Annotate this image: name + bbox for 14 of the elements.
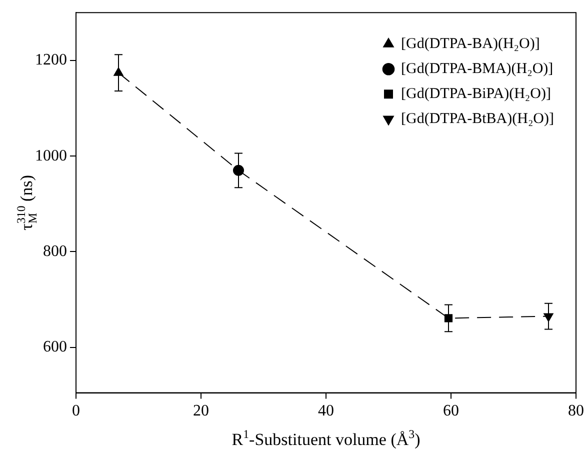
y-tick-label: 1000	[35, 147, 67, 164]
x-tick-label: 80	[568, 402, 584, 420]
x-tick-label: 0	[72, 402, 80, 420]
legend-label: [Gd(DTPA-BMA)(H₂O)]	[401, 61, 554, 78]
x-tick-label: 40	[318, 402, 334, 420]
y-tick-label: 1200	[35, 52, 67, 69]
legend-label: [Gd(DTPA-BiPA)(H₂O)]	[401, 86, 551, 102]
y-tick-label: 600	[43, 338, 67, 356]
legend-label: [Gd(DTPA-BA)(H₂O)]	[401, 36, 540, 52]
x-tick-label: 60	[443, 402, 459, 420]
legend-label: [Gd(DTPA-BtBA)(H₂O)]	[401, 111, 554, 128]
y-tick-label: 800	[43, 242, 67, 260]
x-tick-label: 20	[193, 402, 209, 420]
y-axis-title: τM310 (ns)	[14, 175, 40, 230]
